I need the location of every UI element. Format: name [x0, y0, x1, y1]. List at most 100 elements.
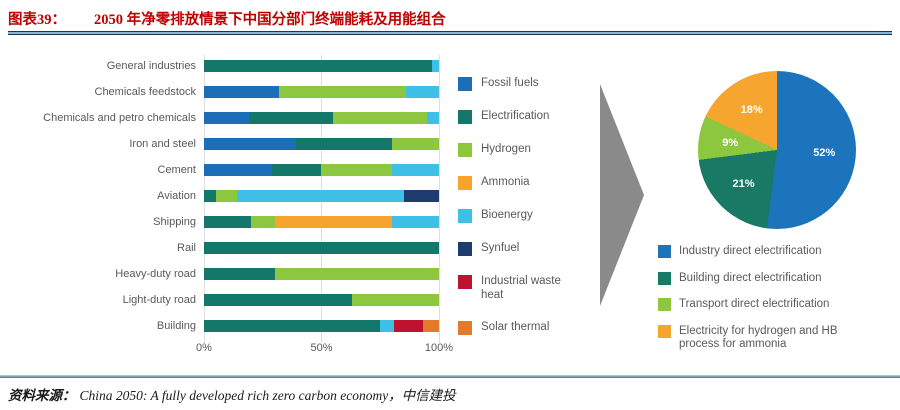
legend-label: Transport direct electrification	[679, 298, 830, 310]
legend-item: Building direct electrification	[658, 271, 883, 286]
bar-category-label: Light-duty road	[122, 294, 196, 306]
bar-category-label: Shipping	[153, 216, 196, 228]
bar-category-label: General industries	[106, 60, 196, 72]
legend-swatch	[458, 143, 472, 157]
bar-track	[204, 164, 439, 176]
bar-segment-solar-thermal	[422, 320, 439, 332]
legend-item: Industry direct electrification	[658, 245, 883, 259]
bar-segment-fossil-fuels	[204, 138, 296, 150]
bar-segment-synfuel	[403, 190, 439, 202]
legend-item: Solar thermal	[458, 321, 588, 335]
legend-label: Bioenergy	[481, 209, 533, 221]
bar-track	[204, 242, 439, 254]
bar-row: Rail	[8, 235, 453, 261]
legend-swatch	[458, 275, 472, 289]
figure-title: 2050 年净零排放情景下中国分部门终端能耗及用能组合	[94, 12, 446, 28]
pie-value-label: 9%	[722, 136, 739, 149]
legend-label: Building direct electrification	[679, 271, 822, 284]
pie-value-label: 52%	[813, 146, 836, 159]
pie-legend: Industry direct electrification Building …	[658, 245, 883, 365]
bar-category-label: Rail	[177, 242, 196, 254]
bar-rows: General industries Chemicals feedstock Che…	[8, 53, 453, 339]
legend-label: Industry direct electrification	[679, 245, 822, 257]
legend-label: Synfuel	[481, 242, 520, 254]
legend-label: Fossil fuels	[481, 77, 539, 89]
legend-swatch	[658, 271, 671, 285]
legend-item: Hydrogen	[458, 143, 588, 157]
bar-track	[204, 86, 439, 98]
bar-row: Iron and steel	[8, 131, 453, 157]
pie-chart: 52% 21% 9% 18%	[698, 71, 856, 229]
bar-category-label: Chemicals feedstock	[94, 86, 197, 98]
bar-segment-fossil-fuels	[204, 112, 249, 124]
legend-item: Fossil fuels	[458, 77, 588, 91]
bar-segment-bioenergy	[431, 60, 439, 72]
bar-segment-industrial-waste-heat	[394, 320, 423, 332]
bar-segment-bioenergy	[391, 164, 439, 176]
flow-arrow-icon	[600, 84, 644, 306]
legend-label: Solar thermal	[481, 321, 550, 333]
bar-track	[204, 190, 439, 202]
bar-segment-hydrogen	[391, 138, 439, 150]
pie-circle	[698, 71, 856, 229]
bar-segment-hydrogen	[321, 164, 392, 176]
bar-segment-hydrogen	[352, 294, 439, 306]
legend-label: Electrification	[481, 110, 550, 122]
bar-segment-hydrogen	[279, 86, 407, 98]
bar-track	[204, 320, 439, 332]
x-axis: 0% 50% 100%	[8, 339, 453, 355]
bar-category-label: Aviation	[157, 190, 196, 202]
bar-segment-bioenergy	[427, 112, 439, 124]
bar-segment-electrification	[204, 242, 439, 254]
bar-legend: Fossil fuels Electrification Hydrogen Ammon…	[458, 77, 588, 354]
bar-segment-bioenergy	[236, 190, 404, 202]
pie-value-label: 18%	[740, 103, 763, 116]
gridline-100pct	[439, 55, 440, 343]
bar-segment-fossil-fuels	[204, 164, 273, 176]
bar-segment-ammonia	[274, 216, 392, 228]
bar-segment-electrification	[204, 320, 381, 332]
bar-track	[204, 138, 439, 150]
bar-category-label: Chemicals and petro chemicals	[43, 112, 196, 124]
legend-item: Bioenergy	[458, 209, 588, 223]
bar-track	[204, 112, 439, 124]
legend-swatch	[458, 176, 472, 190]
bar-segment-bioenergy	[406, 86, 439, 98]
bar-segment-hydrogen	[215, 190, 237, 202]
x-axis-tick: 100%	[424, 342, 454, 354]
legend-item: Electrification	[458, 110, 588, 124]
bar-row: Chemicals and petro chemicals	[8, 105, 453, 131]
bottom-rule	[0, 375, 900, 378]
legend-swatch	[458, 242, 472, 256]
legend-label: Industrial waste heat	[481, 275, 561, 301]
stacked-bar-chart: General industries Chemicals feedstock Che…	[8, 53, 453, 355]
legend-swatch	[458, 77, 472, 91]
x-axis-tick: 50%	[310, 342, 333, 354]
legend-item: Transport direct electrification	[658, 298, 883, 312]
bar-segment-electrification	[248, 112, 334, 124]
legend-label: Electricity for hydrogen and HB process …	[679, 324, 838, 351]
legend-swatch	[458, 209, 472, 223]
bar-category-label: Heavy-duty road	[115, 268, 196, 280]
bar-category-label: Building	[156, 320, 196, 332]
pie-value-label: 21%	[732, 177, 755, 190]
bar-segment-fossil-fuels	[204, 86, 280, 98]
bar-row: Heavy-duty road	[8, 261, 453, 287]
bar-category-label: Iron and steel	[129, 138, 196, 150]
bar-segment-hydrogen	[333, 112, 428, 124]
legend-item: Ammonia	[458, 176, 588, 190]
source-line: 资料来源： China 2050: A fully developed rich …	[8, 384, 456, 404]
legend-swatch	[658, 245, 671, 258]
bar-row: Aviation	[8, 183, 453, 209]
bar-segment-electrification	[272, 164, 322, 176]
bar-track	[204, 294, 439, 306]
bar-segment-electrification	[204, 190, 216, 202]
legend-label: Hydrogen	[481, 143, 531, 155]
bar-segment-bioenergy	[380, 320, 395, 332]
bar-row: Chemicals feedstock	[8, 79, 453, 105]
bar-row: Cement	[8, 157, 453, 183]
bar-segment-hydrogen	[251, 216, 275, 228]
bar-track	[204, 60, 439, 72]
figure-number: 图表39：	[8, 12, 66, 28]
